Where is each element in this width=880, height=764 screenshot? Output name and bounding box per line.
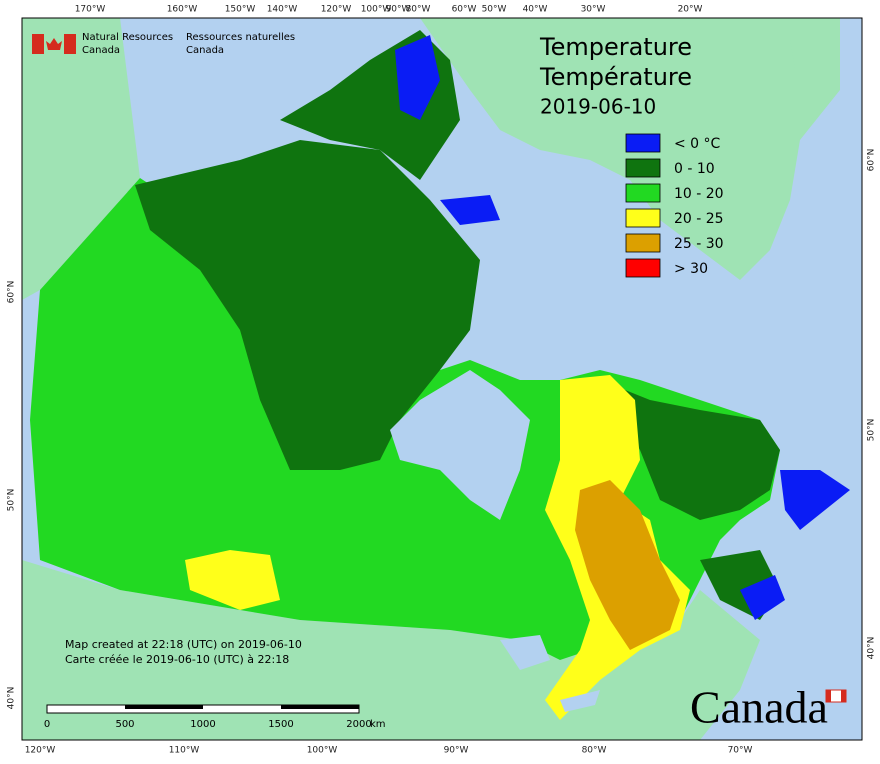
longitude-label: 170°W <box>75 5 106 15</box>
scale-label: 1500 <box>268 719 293 730</box>
cold-patch <box>395 35 440 120</box>
date: 2019-06-10 <box>540 95 656 119</box>
scale-label: 500 <box>115 719 134 730</box>
logo-text: Natural Resources <box>82 32 173 43</box>
prairie-warm <box>185 550 280 610</box>
longitude-label: 120°W <box>321 5 352 15</box>
alaska <box>22 18 140 300</box>
longitude-label: 30°W <box>581 5 606 15</box>
latitude-label: 50°N <box>867 419 877 442</box>
legend-label: < 0 °C <box>674 136 721 152</box>
title: Temperature <box>539 33 692 61</box>
legend-label: > 30 <box>674 261 708 277</box>
latitude-label: 60°N <box>867 149 877 172</box>
nunavut <box>135 140 480 470</box>
logo-text: Ressources naturelles <box>186 32 295 43</box>
logo-text: Canada <box>82 45 120 56</box>
cold-patch <box>780 470 850 530</box>
labrador <box>600 380 780 520</box>
longitude-label: 20°W <box>678 5 703 15</box>
latitude-label: 60°N <box>7 281 17 304</box>
scale-label: 2000 <box>346 719 371 730</box>
scale-segment <box>125 705 203 709</box>
longitude-label: 90°W <box>386 5 411 15</box>
longitude-label: 40°W <box>523 5 548 15</box>
lakes <box>500 635 600 712</box>
title: Température <box>539 63 692 91</box>
longitude-label: 120°W <box>25 746 56 756</box>
scale-label: 1000 <box>190 719 215 730</box>
longitude-label: 80°W <box>582 746 607 756</box>
longitude-label: 150°W <box>225 5 256 15</box>
logo-text: Canada <box>186 45 224 56</box>
legend-label: 20 - 25 <box>674 211 724 227</box>
flag-bar <box>32 34 44 54</box>
frame-border <box>21 17 863 741</box>
longitude-label: 100°W <box>307 746 338 756</box>
flag-bar <box>64 34 76 54</box>
longitude-label: 110°W <box>169 746 200 756</box>
legend-swatch <box>625 158 661 178</box>
longitude-label: 80°W <box>406 5 431 15</box>
latitude-label: 40°N <box>7 687 17 710</box>
wordmark-flag-bar <box>826 690 831 702</box>
hudson-bay <box>390 370 530 520</box>
legend-swatch <box>625 258 661 278</box>
iceland <box>790 30 840 80</box>
footer-note: Carte créée le 2019-06-10 (UTC) à 22:18 <box>65 653 289 666</box>
scale-unit: km <box>370 719 386 730</box>
hot-zone <box>575 480 680 650</box>
longitude-label: 70°W <box>728 746 753 756</box>
legend-swatch <box>625 183 661 203</box>
longitude-label: 100°W <box>361 5 392 15</box>
longitude-label: 160°W <box>167 5 198 15</box>
maple-leaf <box>46 38 62 50</box>
scale-label: 0 <box>44 719 50 730</box>
legend-swatch <box>625 133 661 153</box>
legend-label: 10 - 20 <box>674 186 724 202</box>
latitude-label: 40°N <box>867 637 877 660</box>
longitude-label: 60°W <box>452 5 477 15</box>
footer-note: Map created at 22:18 (UTC) on 2019-06-10 <box>65 638 302 651</box>
legend-swatch <box>625 233 661 253</box>
latitude-label: 50°N <box>7 489 17 512</box>
map-frame <box>22 18 862 740</box>
wordmark: Canada <box>690 682 828 733</box>
legend-swatch <box>625 208 661 228</box>
longitude-label: 90°W <box>444 746 469 756</box>
legend-label: 0 - 10 <box>674 161 715 177</box>
scale-segment <box>281 705 359 709</box>
cold-patch <box>740 575 785 620</box>
longitude-label: 50°W <box>482 5 507 15</box>
cold-patch <box>440 195 500 225</box>
longitude-label: 140°W <box>267 5 298 15</box>
legend-label: 25 - 30 <box>674 236 724 252</box>
wordmark-flag-bar <box>841 690 846 702</box>
